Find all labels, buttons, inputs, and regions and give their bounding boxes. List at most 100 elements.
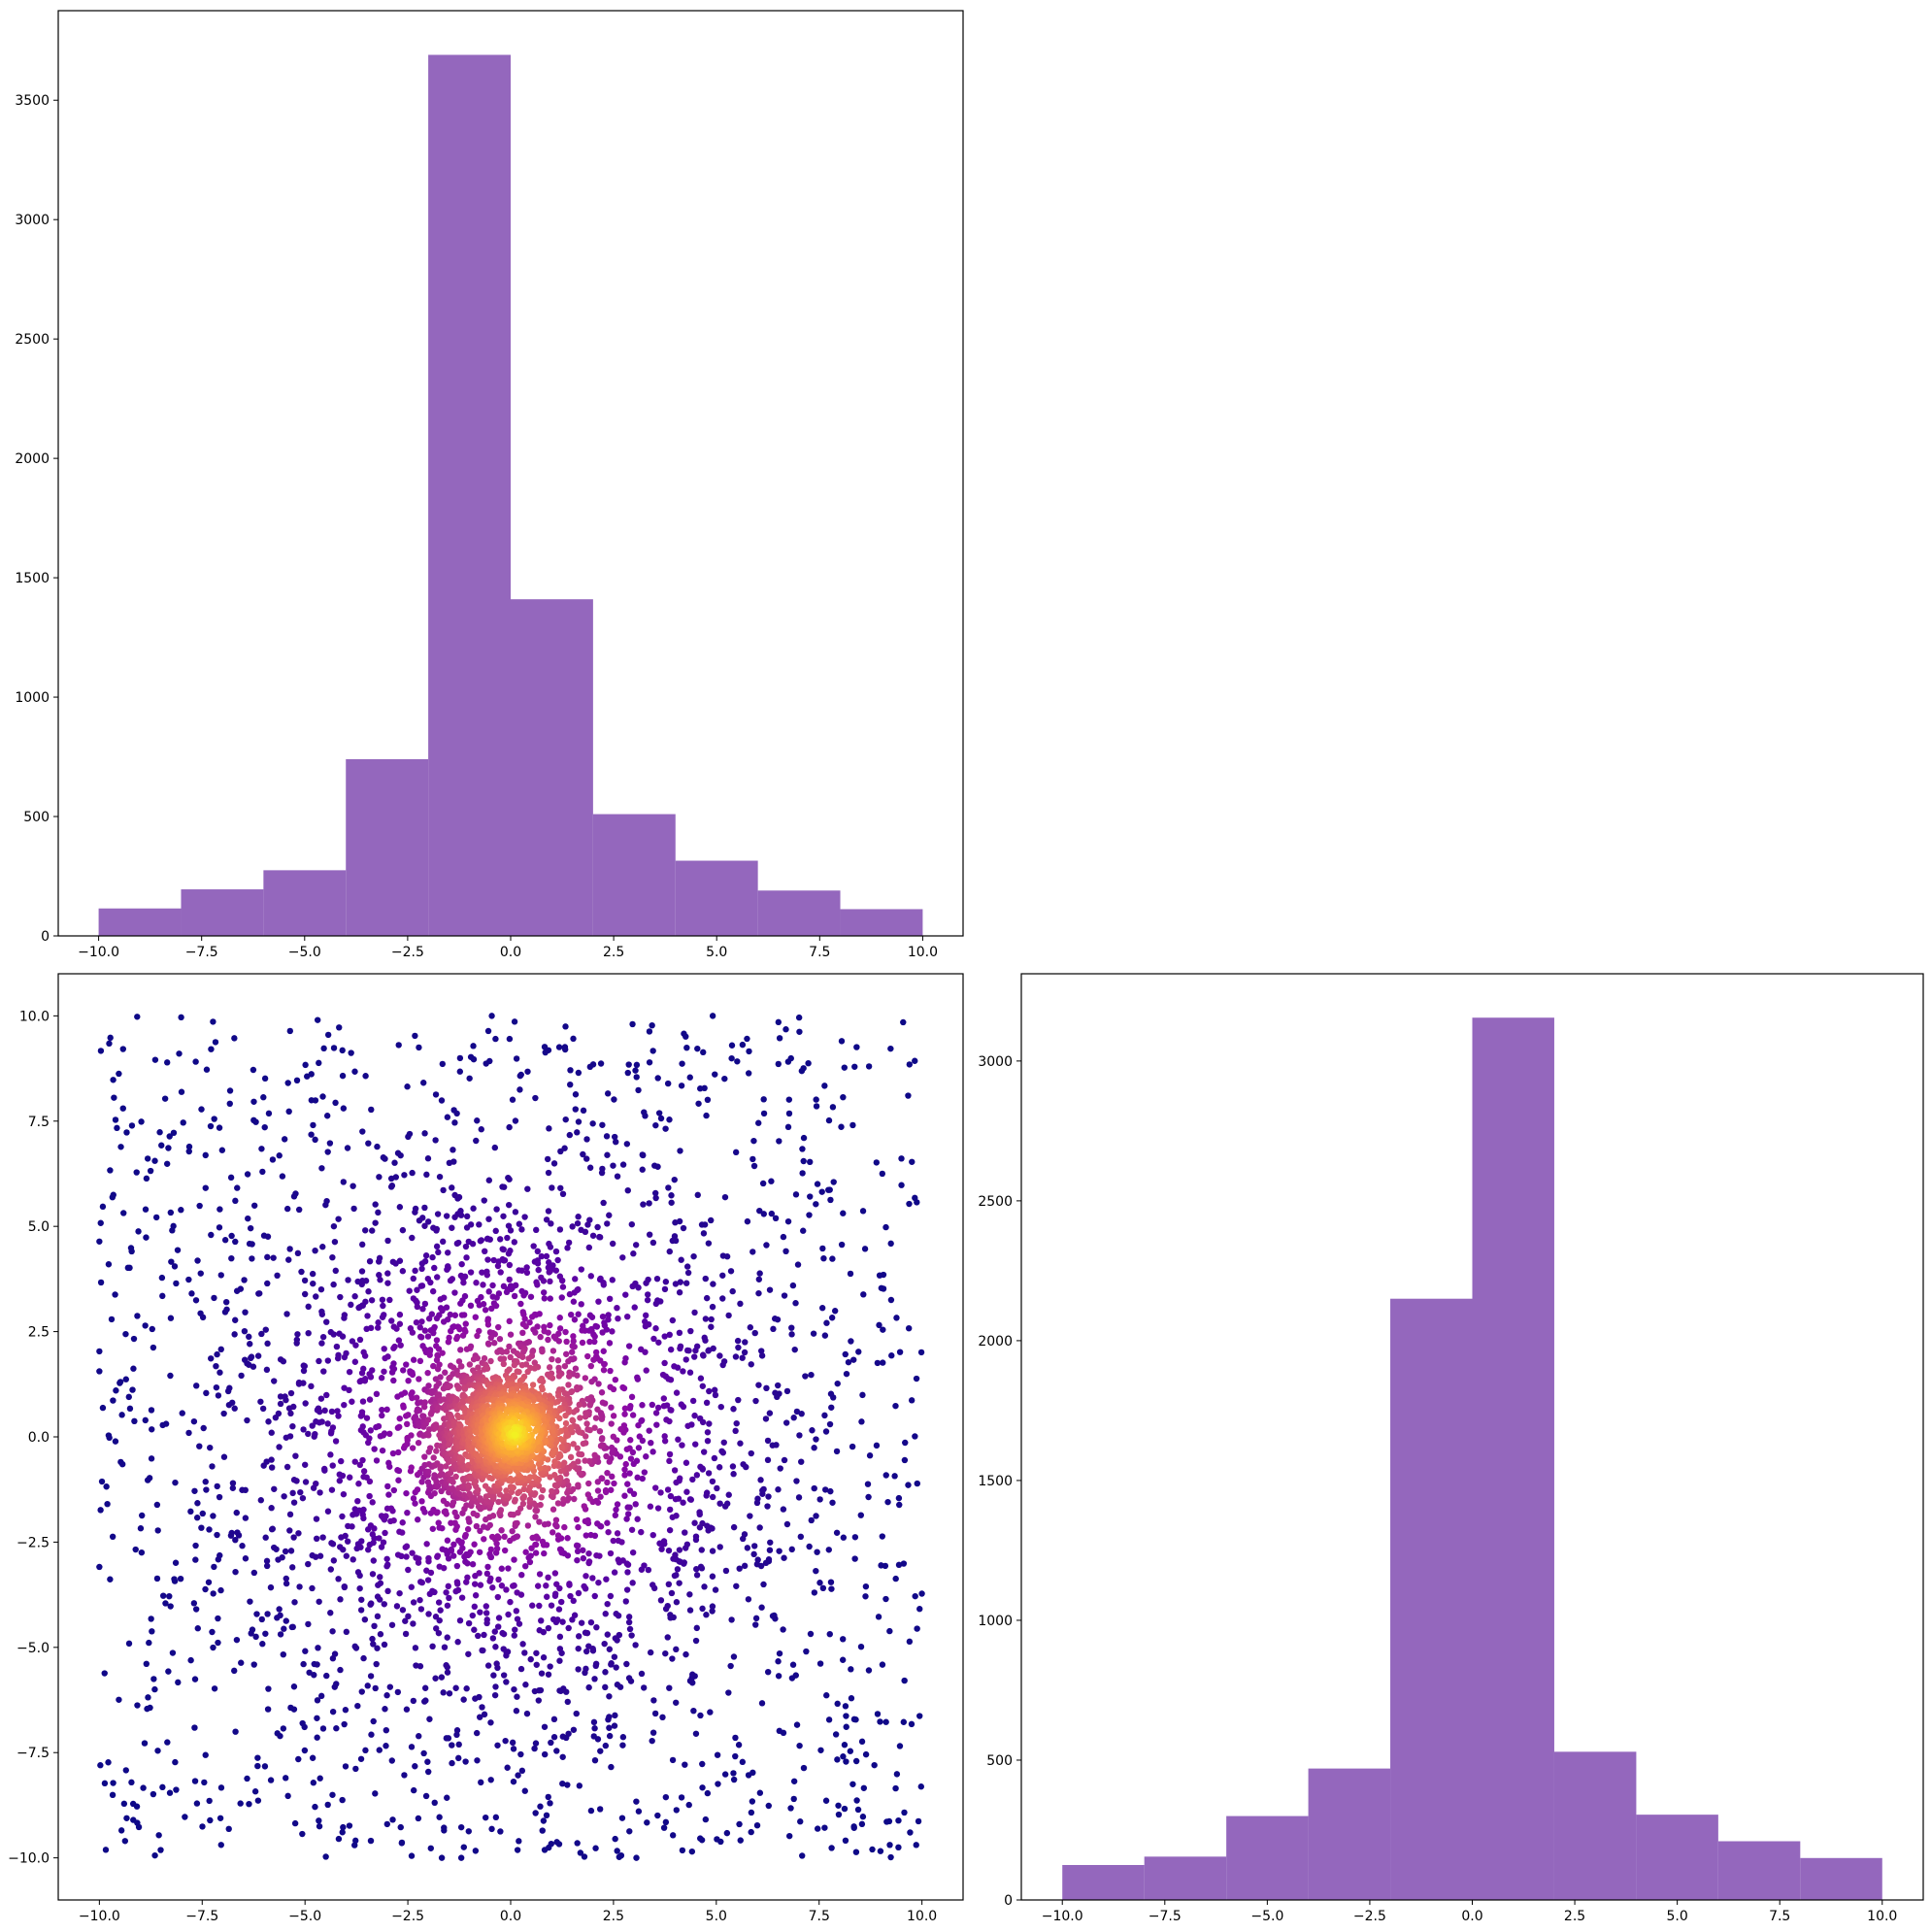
scatter-point	[342, 1532, 349, 1540]
scatter-point	[629, 1020, 636, 1028]
scatter-point	[886, 1627, 893, 1635]
scatter-point	[435, 1346, 443, 1352]
scatter-point	[661, 1285, 669, 1293]
scatter-point	[571, 1289, 578, 1296]
scatter-point	[638, 1670, 646, 1678]
y-tick-label: 2000	[978, 1334, 1013, 1349]
scatter-point	[896, 1743, 904, 1749]
scatter-point	[750, 1137, 757, 1145]
scatter-point	[604, 1600, 611, 1608]
y-tick-label: 0	[41, 929, 50, 945]
top-histogram-axes: −10.0 −7.5 −5.0 −2.5 0.0 2.5 5.0 7.5 10.00500100…	[15, 10, 964, 960]
scatter-point	[175, 1679, 182, 1686]
scatter-point	[439, 1524, 446, 1532]
scatter-point	[624, 1186, 631, 1194]
scatter-point	[577, 1849, 584, 1856]
scatter-point	[478, 1779, 484, 1786]
scatter-point	[650, 1697, 657, 1704]
scatter-point	[159, 1783, 166, 1791]
scatter-point	[383, 1743, 389, 1749]
scatter-point	[193, 1515, 201, 1521]
scatter-point	[634, 1474, 641, 1482]
scatter-point	[133, 1169, 140, 1176]
scatter-point	[434, 1552, 442, 1559]
scatter-point	[506, 1317, 513, 1325]
scatter-point	[477, 1527, 483, 1535]
scatter-point	[736, 1820, 743, 1828]
x-tick-label: 7.5	[809, 1909, 830, 1924]
x-tick-label: 5.0	[1667, 1909, 1688, 1924]
x-tick-label: 7.5	[809, 945, 830, 960]
scatter-point	[608, 1404, 615, 1411]
scatter-point	[610, 1162, 616, 1169]
scatter-point	[561, 1523, 568, 1531]
x-tick-label: −10.0	[79, 1909, 120, 1924]
scatter-point	[340, 1823, 347, 1831]
scatter-point	[756, 1207, 763, 1215]
scatter-point	[798, 1067, 806, 1075]
scatter-point	[546, 1269, 552, 1276]
scatter-point	[574, 1386, 581, 1393]
scatter-point	[268, 1429, 275, 1436]
scatter-point	[309, 1270, 316, 1278]
scatter-point	[449, 1147, 456, 1153]
scatter-point	[883, 1818, 890, 1825]
scatter-point	[339, 1047, 346, 1054]
y-tick-label: 3500	[15, 93, 50, 109]
scatter-point	[611, 1096, 617, 1103]
scatter-point	[594, 1406, 601, 1413]
scatter-point	[324, 1357, 332, 1364]
scatter-point	[399, 1226, 407, 1234]
scatter-point	[262, 1534, 269, 1541]
scatter-point	[642, 1322, 649, 1330]
scatter-point	[611, 1653, 618, 1660]
scatter-point	[785, 1110, 793, 1117]
scatter-point	[389, 1508, 396, 1515]
scatter-point	[448, 1476, 455, 1482]
scatter-point	[632, 1501, 639, 1508]
scatter-point	[457, 1422, 464, 1430]
scatter-point	[494, 1349, 501, 1355]
scatter-point	[558, 1277, 566, 1284]
scatter-point	[784, 1123, 792, 1131]
scatter-point	[568, 1349, 576, 1355]
scatter-point	[254, 1797, 262, 1804]
scatter-point	[229, 1480, 237, 1486]
scatter-point	[755, 1276, 763, 1282]
scatter-point	[669, 1316, 677, 1324]
scatter-point	[398, 1839, 406, 1847]
scatter-point	[420, 1403, 428, 1411]
scatter-point	[828, 1585, 835, 1592]
scatter-point	[732, 1734, 739, 1742]
scatter-point	[607, 1367, 614, 1375]
scatter-point	[548, 1840, 554, 1848]
scatter-point	[419, 1505, 427, 1513]
scatter-point	[421, 1204, 428, 1212]
scatter-point	[483, 1365, 491, 1372]
scatter-point	[330, 1331, 337, 1338]
scatter-point	[847, 1748, 854, 1754]
scatter-point	[892, 1575, 899, 1582]
scatter-point	[460, 1844, 467, 1850]
scatter-point	[511, 1685, 517, 1693]
scatter-point	[831, 1308, 839, 1315]
scatter-point	[917, 1349, 925, 1356]
scatter-point	[640, 1684, 648, 1691]
scatter-point	[843, 1713, 849, 1719]
scatter-point	[542, 1750, 549, 1758]
scatter-point	[716, 1500, 723, 1507]
scatter-point	[418, 1318, 425, 1325]
scatter-point	[205, 1579, 213, 1585]
scatter-point	[396, 1589, 403, 1597]
x-tick-label: 2.5	[603, 945, 624, 960]
scatter-point	[383, 1513, 389, 1519]
scatter-point	[428, 1311, 436, 1317]
scatter-point	[416, 1376, 422, 1382]
scatter-point	[296, 1583, 303, 1590]
scatter-point	[623, 1516, 630, 1522]
scatter-point	[375, 1209, 382, 1216]
scatter-point	[291, 1819, 299, 1827]
scatter-point	[96, 1368, 103, 1375]
scatter-point	[546, 1125, 552, 1132]
scatter-point	[435, 1249, 442, 1256]
